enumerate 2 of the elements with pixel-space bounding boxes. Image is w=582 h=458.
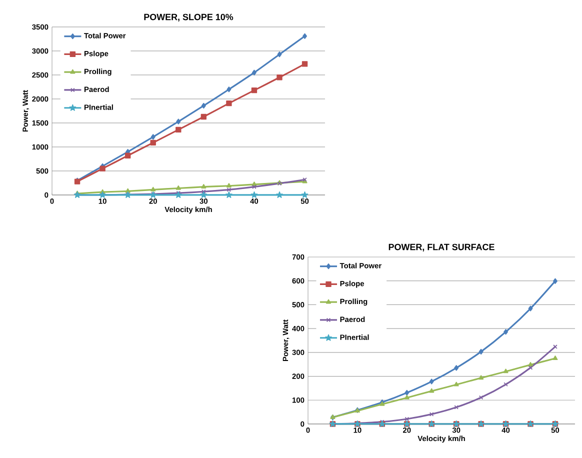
chart-title: POWER, SLOPE 10% [144,14,234,22]
chart-title: POWER, FLAT SURFACE [388,244,494,252]
